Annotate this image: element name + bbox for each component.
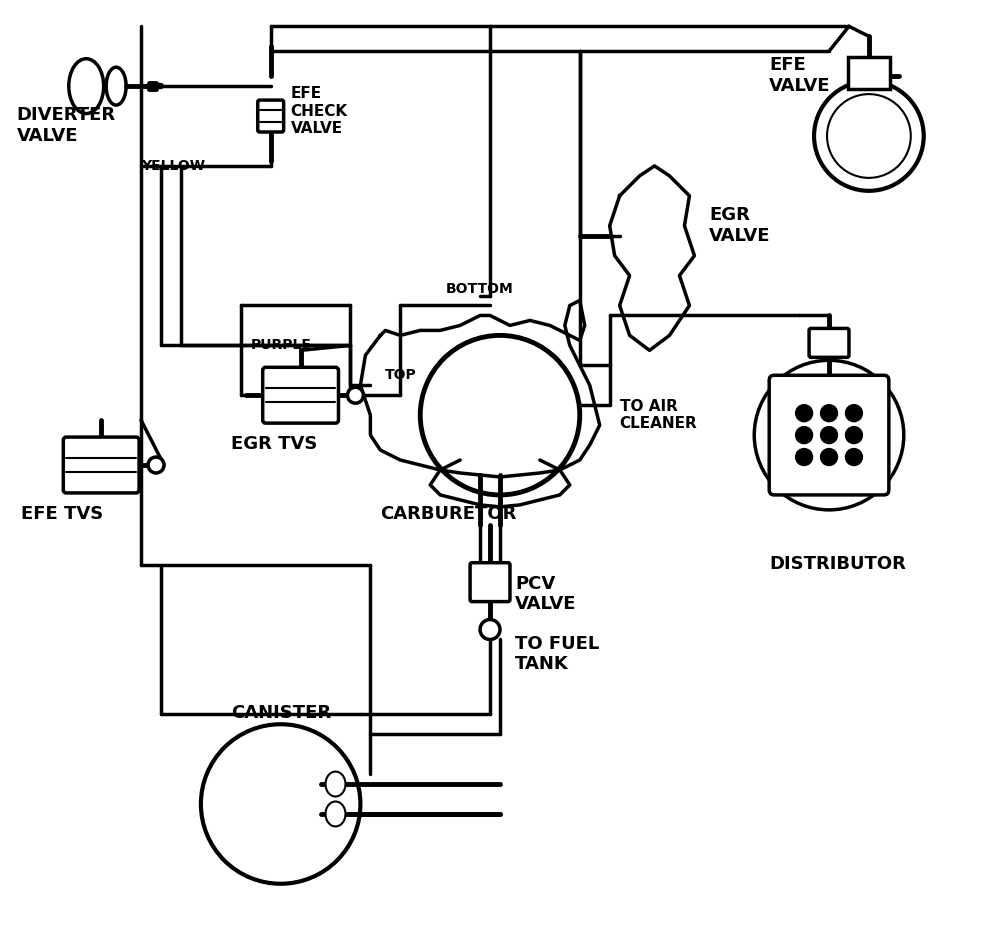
FancyBboxPatch shape <box>470 563 510 601</box>
Circle shape <box>821 426 837 443</box>
Text: DIVERTER
VALVE: DIVERTER VALVE <box>16 106 116 145</box>
Circle shape <box>796 405 813 422</box>
Text: EFE TVS: EFE TVS <box>21 505 104 523</box>
Text: CANISTER: CANISTER <box>231 704 331 723</box>
Text: PURPLE: PURPLE <box>251 338 312 352</box>
Circle shape <box>796 449 813 466</box>
Text: TOP: TOP <box>384 368 416 382</box>
Ellipse shape <box>326 801 345 827</box>
Circle shape <box>821 449 837 466</box>
Circle shape <box>148 457 164 473</box>
Text: EFE
VALVE: EFE VALVE <box>769 56 831 95</box>
Text: DISTRIBUTOR: DISTRIBUTOR <box>769 554 906 573</box>
Text: PCV
VALVE: PCV VALVE <box>515 575 576 613</box>
FancyBboxPatch shape <box>848 57 890 89</box>
Circle shape <box>480 620 500 640</box>
Text: EFE
CHECK
VALVE: EFE CHECK VALVE <box>291 86 348 136</box>
Circle shape <box>821 405 837 422</box>
Text: BOTTOM: BOTTOM <box>446 281 514 295</box>
Text: TO FUEL
TANK: TO FUEL TANK <box>515 635 599 673</box>
FancyBboxPatch shape <box>263 367 338 424</box>
Circle shape <box>347 387 363 403</box>
Polygon shape <box>610 165 694 351</box>
FancyBboxPatch shape <box>63 437 139 493</box>
Circle shape <box>845 449 862 466</box>
FancyBboxPatch shape <box>769 375 889 495</box>
FancyBboxPatch shape <box>258 100 284 132</box>
Text: EGR
VALVE: EGR VALVE <box>709 206 771 245</box>
Circle shape <box>845 405 862 422</box>
Text: CARBURETOR: CARBURETOR <box>380 505 517 523</box>
Circle shape <box>845 426 862 443</box>
FancyBboxPatch shape <box>809 328 849 357</box>
Text: YELLOW: YELLOW <box>141 159 205 173</box>
Text: EGR TVS: EGR TVS <box>231 435 317 453</box>
Polygon shape <box>360 300 600 477</box>
Ellipse shape <box>326 771 345 797</box>
Circle shape <box>796 426 813 443</box>
Text: TO AIR
CLEANER: TO AIR CLEANER <box>620 399 697 431</box>
